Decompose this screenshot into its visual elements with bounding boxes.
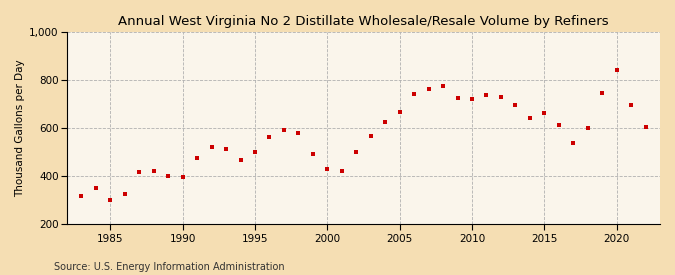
Point xyxy=(524,116,535,120)
Point xyxy=(568,141,578,146)
Point xyxy=(178,175,188,179)
Point xyxy=(264,135,275,140)
Point xyxy=(437,84,448,88)
Point xyxy=(192,156,202,160)
Point xyxy=(611,68,622,73)
Y-axis label: Thousand Gallons per Day: Thousand Gallons per Day xyxy=(15,59,25,197)
Point xyxy=(351,150,362,154)
Point xyxy=(481,93,492,98)
Point xyxy=(510,103,521,107)
Point xyxy=(640,125,651,129)
Point xyxy=(134,170,144,174)
Point xyxy=(583,126,593,130)
Point xyxy=(308,152,319,156)
Point xyxy=(148,169,159,173)
Title: Annual West Virginia No 2 Distillate Wholesale/Resale Volume by Refiners: Annual West Virginia No 2 Distillate Who… xyxy=(118,15,609,28)
Point xyxy=(119,192,130,196)
Point xyxy=(90,186,101,190)
Point xyxy=(466,97,477,101)
Point xyxy=(293,130,304,135)
Point xyxy=(279,128,290,133)
Text: Source: U.S. Energy Information Administration: Source: U.S. Energy Information Administ… xyxy=(54,262,285,272)
Point xyxy=(76,194,87,198)
Point xyxy=(539,111,549,116)
Point xyxy=(322,166,333,171)
Point xyxy=(235,158,246,163)
Point xyxy=(163,174,173,178)
Point xyxy=(495,95,506,99)
Point xyxy=(336,169,347,173)
Point xyxy=(452,96,463,100)
Point xyxy=(365,134,376,138)
Point xyxy=(554,123,564,128)
Point xyxy=(250,150,261,154)
Point xyxy=(626,103,637,107)
Point xyxy=(394,110,405,114)
Point xyxy=(221,147,232,152)
Point xyxy=(105,198,116,202)
Point xyxy=(423,87,434,92)
Point xyxy=(409,92,420,97)
Point xyxy=(380,120,391,124)
Point xyxy=(207,145,217,149)
Point xyxy=(597,91,608,95)
